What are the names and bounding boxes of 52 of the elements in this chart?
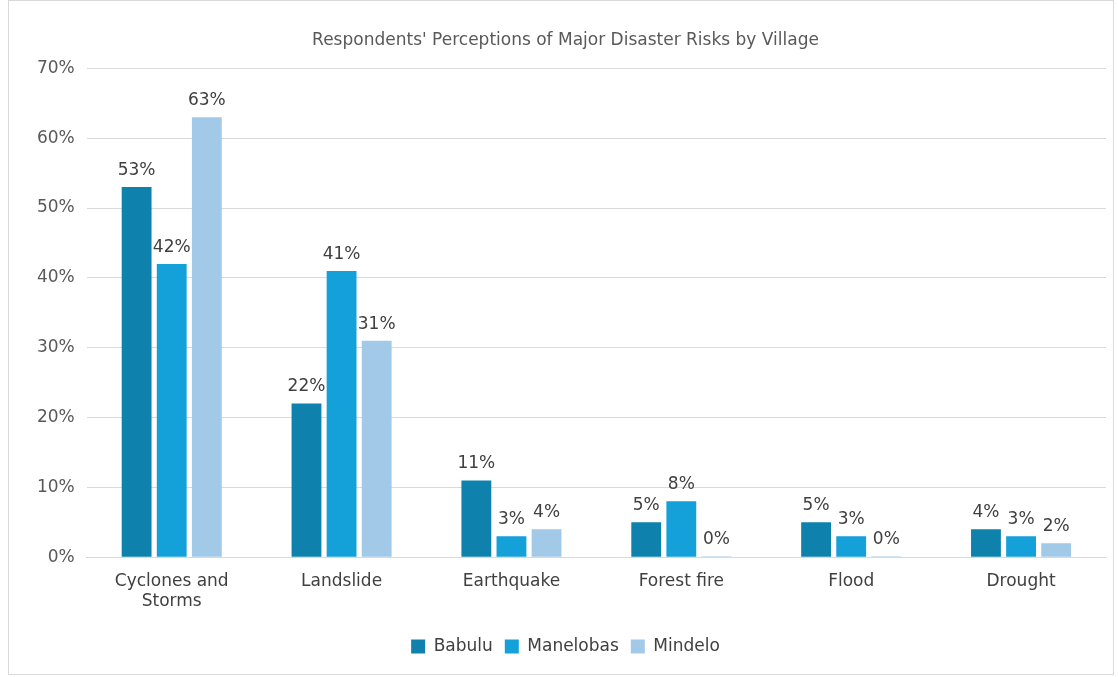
data-label: 4% [533, 501, 561, 522]
bar [191, 117, 222, 557]
y-tick-label: 10% [36, 475, 75, 496]
data-label: 3% [837, 508, 865, 529]
bar [971, 529, 1001, 557]
data-label: 5% [802, 494, 830, 515]
y-tick-label: 70% [36, 56, 75, 77]
data-label: 4% [972, 501, 1000, 522]
data-label: 22% [287, 375, 326, 396]
y-tick-label: 60% [36, 126, 75, 147]
y-tick-label: 40% [36, 266, 75, 287]
y-tick-label: 20% [36, 405, 75, 426]
bar [1006, 536, 1036, 557]
data-label: 0% [702, 528, 730, 549]
bar [836, 536, 867, 557]
x-tick-label: Drought [986, 569, 1056, 590]
y-tick-label: 0% [47, 545, 75, 566]
legend-label: Manelobas [527, 634, 619, 655]
data-label: 31% [357, 312, 396, 333]
data-label: 8% [667, 473, 695, 494]
data-label: 11% [457, 452, 496, 473]
bar [121, 187, 152, 557]
y-tick-label: 50% [36, 196, 75, 217]
bar [666, 501, 697, 557]
bar [326, 270, 357, 557]
data-label: 2% [1042, 515, 1070, 536]
data-label: 41% [322, 242, 361, 263]
x-tick-label: Cyclones and Storms [114, 569, 229, 611]
data-label: 53% [117, 159, 156, 180]
bar [361, 340, 392, 557]
data-label: 5% [632, 494, 660, 515]
chart-title: Respondents' Perceptions of Major Disaster Risks by Village [312, 28, 819, 49]
x-tick-label: Flood [828, 569, 875, 590]
x-tick-label: Forest fire [638, 569, 725, 590]
data-label: 3% [1007, 508, 1035, 529]
bar [496, 536, 527, 557]
data-label: 3% [497, 508, 525, 529]
bar [1041, 543, 1072, 557]
bar [631, 522, 662, 557]
y-tick-label: 30% [36, 336, 75, 357]
x-tick-label: Earthquake [462, 569, 561, 590]
bar [531, 529, 562, 557]
bar [156, 263, 187, 557]
legend-label: Mindelo [653, 634, 720, 655]
x-tick-label: Landslide [301, 569, 383, 590]
bar [291, 403, 322, 557]
data-label: 0% [872, 528, 900, 549]
data-label: 63% [187, 89, 226, 110]
data-label: 42% [152, 235, 191, 256]
bar [461, 480, 492, 557]
bar [801, 522, 832, 557]
legend-label: Babulu [433, 634, 493, 655]
